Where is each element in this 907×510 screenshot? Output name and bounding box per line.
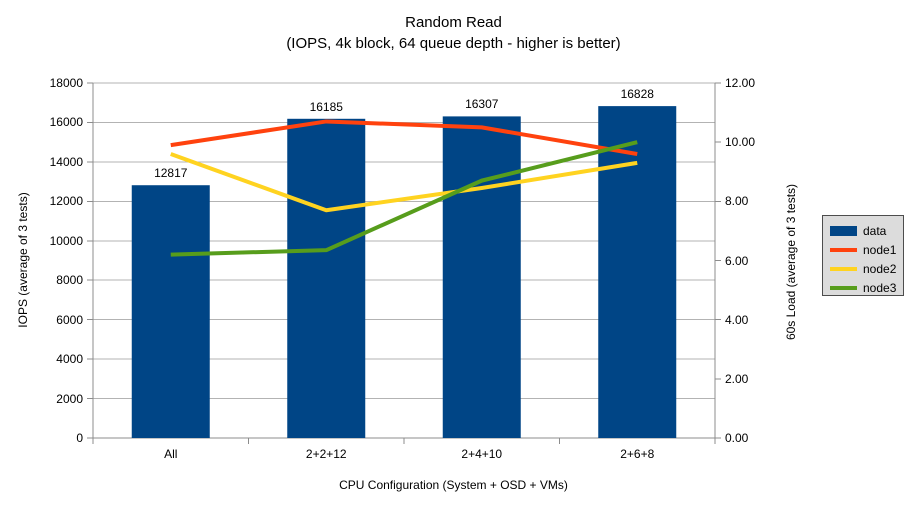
chart-subtitle: (IOPS, 4k block, 64 queue depth - higher… [286,35,621,52]
y-axis-tick-label-left: 18000 [49,76,83,90]
y-axis-tick-label-left: 6000 [56,312,83,327]
y-axis-tick-label-left: 14000 [49,154,83,169]
line-node3 [170,140,638,257]
bar-2+2+12 [287,118,366,438]
legend-item-node1: node1 [830,240,903,259]
x-axis-category-label: 2+4+10 [461,447,503,461]
legend-swatch-node3 [830,285,857,290]
x-axis-category-label: 2+6+8 [620,447,655,461]
y-axis-tick-label-left: 10000 [49,233,83,248]
line-node2 [170,152,638,213]
y-axis-title-right: 60s Load (average of 3 tests) [784,183,798,341]
x-axis-category-label: 2+2+12 [305,447,347,461]
legend: data node1 node2 node3 [822,215,904,296]
legend-label: data [863,223,887,238]
x-axis-category-label: All [164,447,178,461]
x-axis-title: CPU Configuration (System + OSD + VMs) [339,478,568,492]
y-axis-tick-label-left: 4000 [56,352,83,367]
legend-item-node3: node3 [830,278,903,297]
y-axis-tick-label-right: 2.00 [725,371,749,386]
line-node1 [170,119,638,156]
chart-title: Random Read [405,14,502,31]
y-axis-tick-label-right: 10.00 [725,135,756,150]
y-axis-tick-label-right: 6.00 [725,253,749,268]
y-axis-title-left: IOPS (average of 3 tests) [16,192,30,328]
y-axis-tick-label-left: 2000 [56,391,83,406]
y-axis-tick-label-right: 0.00 [725,431,749,445]
legend-item-node2: node2 [830,259,903,278]
bar-value-label: 16307 [465,97,499,112]
bar-value-label: 12817 [154,166,188,181]
y-axis-tick-label-left: 12000 [49,194,83,209]
y-axis-tick-label-left: 16000 [49,115,83,130]
legend-item-data: data [830,221,903,240]
y-axis-tick-label-right: 12.00 [725,76,756,90]
legend-swatch-node1 [830,247,857,252]
y-axis-tick-label-left: 0 [76,431,83,445]
y-axis-tick-label-left: 8000 [56,273,83,288]
legend-label: node2 [863,261,897,276]
legend-swatch-data [830,225,857,236]
legend-label: node1 [863,242,897,257]
bar-value-label: 16828 [620,87,654,102]
legend-label: node3 [863,280,897,295]
y-axis-tick-label-right: 4.00 [725,312,749,327]
bar-value-label: 16185 [309,99,343,114]
bar-2+4+10 [442,116,521,439]
legend-swatch-node2 [830,266,857,271]
y-axis-tick-label-right: 8.00 [725,194,749,209]
bar-All [131,185,210,438]
bar-2+6+8 [598,106,677,438]
